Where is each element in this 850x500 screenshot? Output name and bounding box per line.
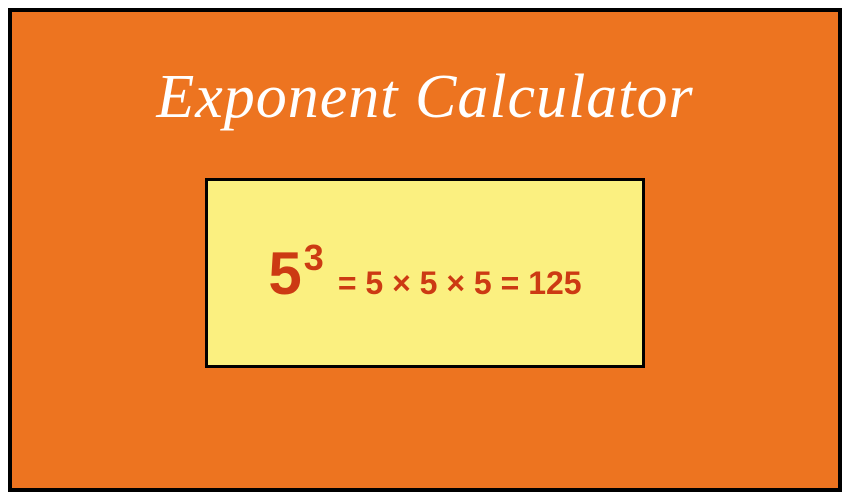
outer-frame: Exponent Calculator 5 3 = 5 × 5 × 5 = 12… xyxy=(0,0,850,500)
page-title: Exponent Calculator xyxy=(156,62,693,133)
formula-expansion: = 5 × 5 × 5 = 125 xyxy=(338,265,582,302)
formula-base: 5 xyxy=(268,239,301,308)
formula-box: 5 3 = 5 × 5 × 5 = 125 xyxy=(205,178,645,368)
formula-expression: 5 3 = 5 × 5 × 5 = 125 xyxy=(268,239,581,308)
formula-exponent: 3 xyxy=(304,237,324,279)
main-panel: Exponent Calculator 5 3 = 5 × 5 × 5 = 12… xyxy=(8,8,842,492)
